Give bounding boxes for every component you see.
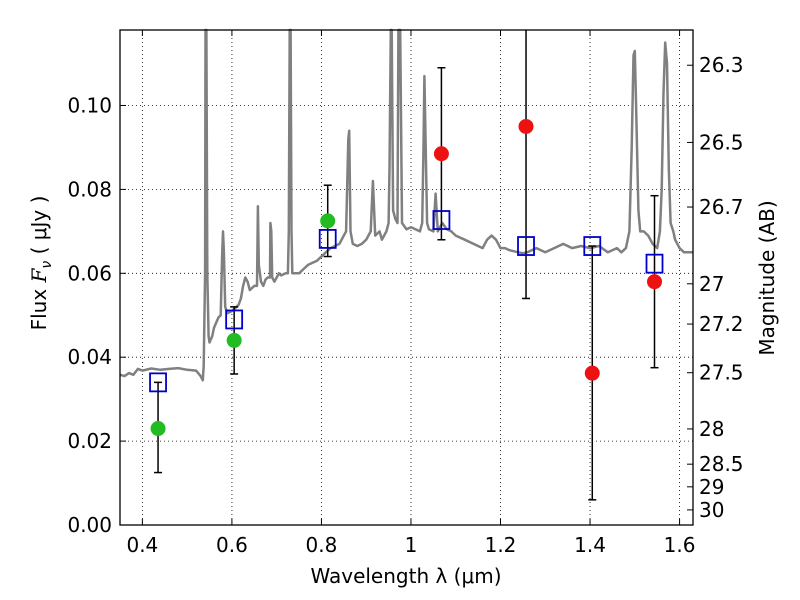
model-box-marker	[225, 309, 244, 330]
model-box-marker	[583, 236, 602, 256]
y-tick-label: 0.08	[67, 177, 112, 201]
model-box-marker	[517, 236, 535, 256]
x-tick-label: 0.8	[306, 533, 338, 557]
x-axis-title: Wavelength λ (μm)	[310, 564, 501, 588]
grid	[120, 30, 693, 526]
point-layer	[150, 118, 663, 437]
y-tick-label: 0.06	[67, 261, 112, 285]
model-box-marker	[645, 253, 664, 274]
data-point-red	[647, 274, 663, 290]
y2-tick-label: 26.3	[699, 53, 744, 77]
y-axis-title-post: ( μJy )	[27, 196, 51, 261]
data-point-red	[584, 365, 600, 381]
y-tick-label: 0.02	[67, 429, 112, 453]
y2-tick-label: 26.7	[699, 195, 744, 219]
x-tick-label: 1.6	[664, 533, 696, 557]
y2-tick-label: 27	[699, 272, 724, 296]
plot-frame	[119, 29, 694, 526]
x-tick-label: 1	[405, 533, 418, 557]
y-axis-title: Flux Fν ( μJy )	[27, 196, 55, 331]
x-tick-label: 1.2	[485, 533, 517, 557]
y-axis-ticks: 0.00 0.02 0.04 0.06 0.08 0.10	[67, 94, 126, 537]
x-tick-label: 1.4	[574, 533, 606, 557]
spectrum-layer	[119, 28, 693, 382]
y2-tick-label: 28.5	[699, 452, 744, 476]
y2-tick-label: 26.5	[699, 130, 744, 154]
y-axis-title-pre: Flux	[27, 282, 51, 330]
y-tick-label: 0.04	[67, 345, 112, 369]
y2-tick-label: 27.2	[699, 312, 744, 336]
data-point-green	[320, 213, 336, 229]
y2-axis-title: Magnitude (AB)	[755, 200, 779, 355]
model-box-marker	[149, 372, 167, 393]
x-tick-label: 0.4	[126, 533, 158, 557]
y-tick-label: 0.00	[67, 513, 112, 537]
model-box-marker	[318, 229, 337, 249]
y2-tick-label: 27.5	[699, 361, 744, 385]
y2-tick-label: 28	[699, 417, 724, 441]
y-axis-title-subscript: ν	[39, 261, 55, 269]
spectrum-line	[119, 28, 693, 382]
data-point-green	[150, 421, 166, 437]
y-tick-label: 0.10	[67, 94, 112, 118]
model-box-layer	[149, 210, 664, 393]
data-point-red	[518, 118, 534, 134]
y2-tick-label: 29	[699, 475, 724, 499]
y2-tick-label: 30	[699, 498, 724, 522]
y-axis-title-symbol: F	[27, 267, 51, 283]
model-box-marker	[432, 210, 451, 230]
x-axis-ticks: 0.4 0.6 0.8 1 1.2 1.4 1.6	[126, 30, 695, 557]
x-tick-label: 0.6	[216, 533, 248, 557]
data-point-green	[226, 332, 242, 348]
data-point-red	[433, 146, 449, 162]
